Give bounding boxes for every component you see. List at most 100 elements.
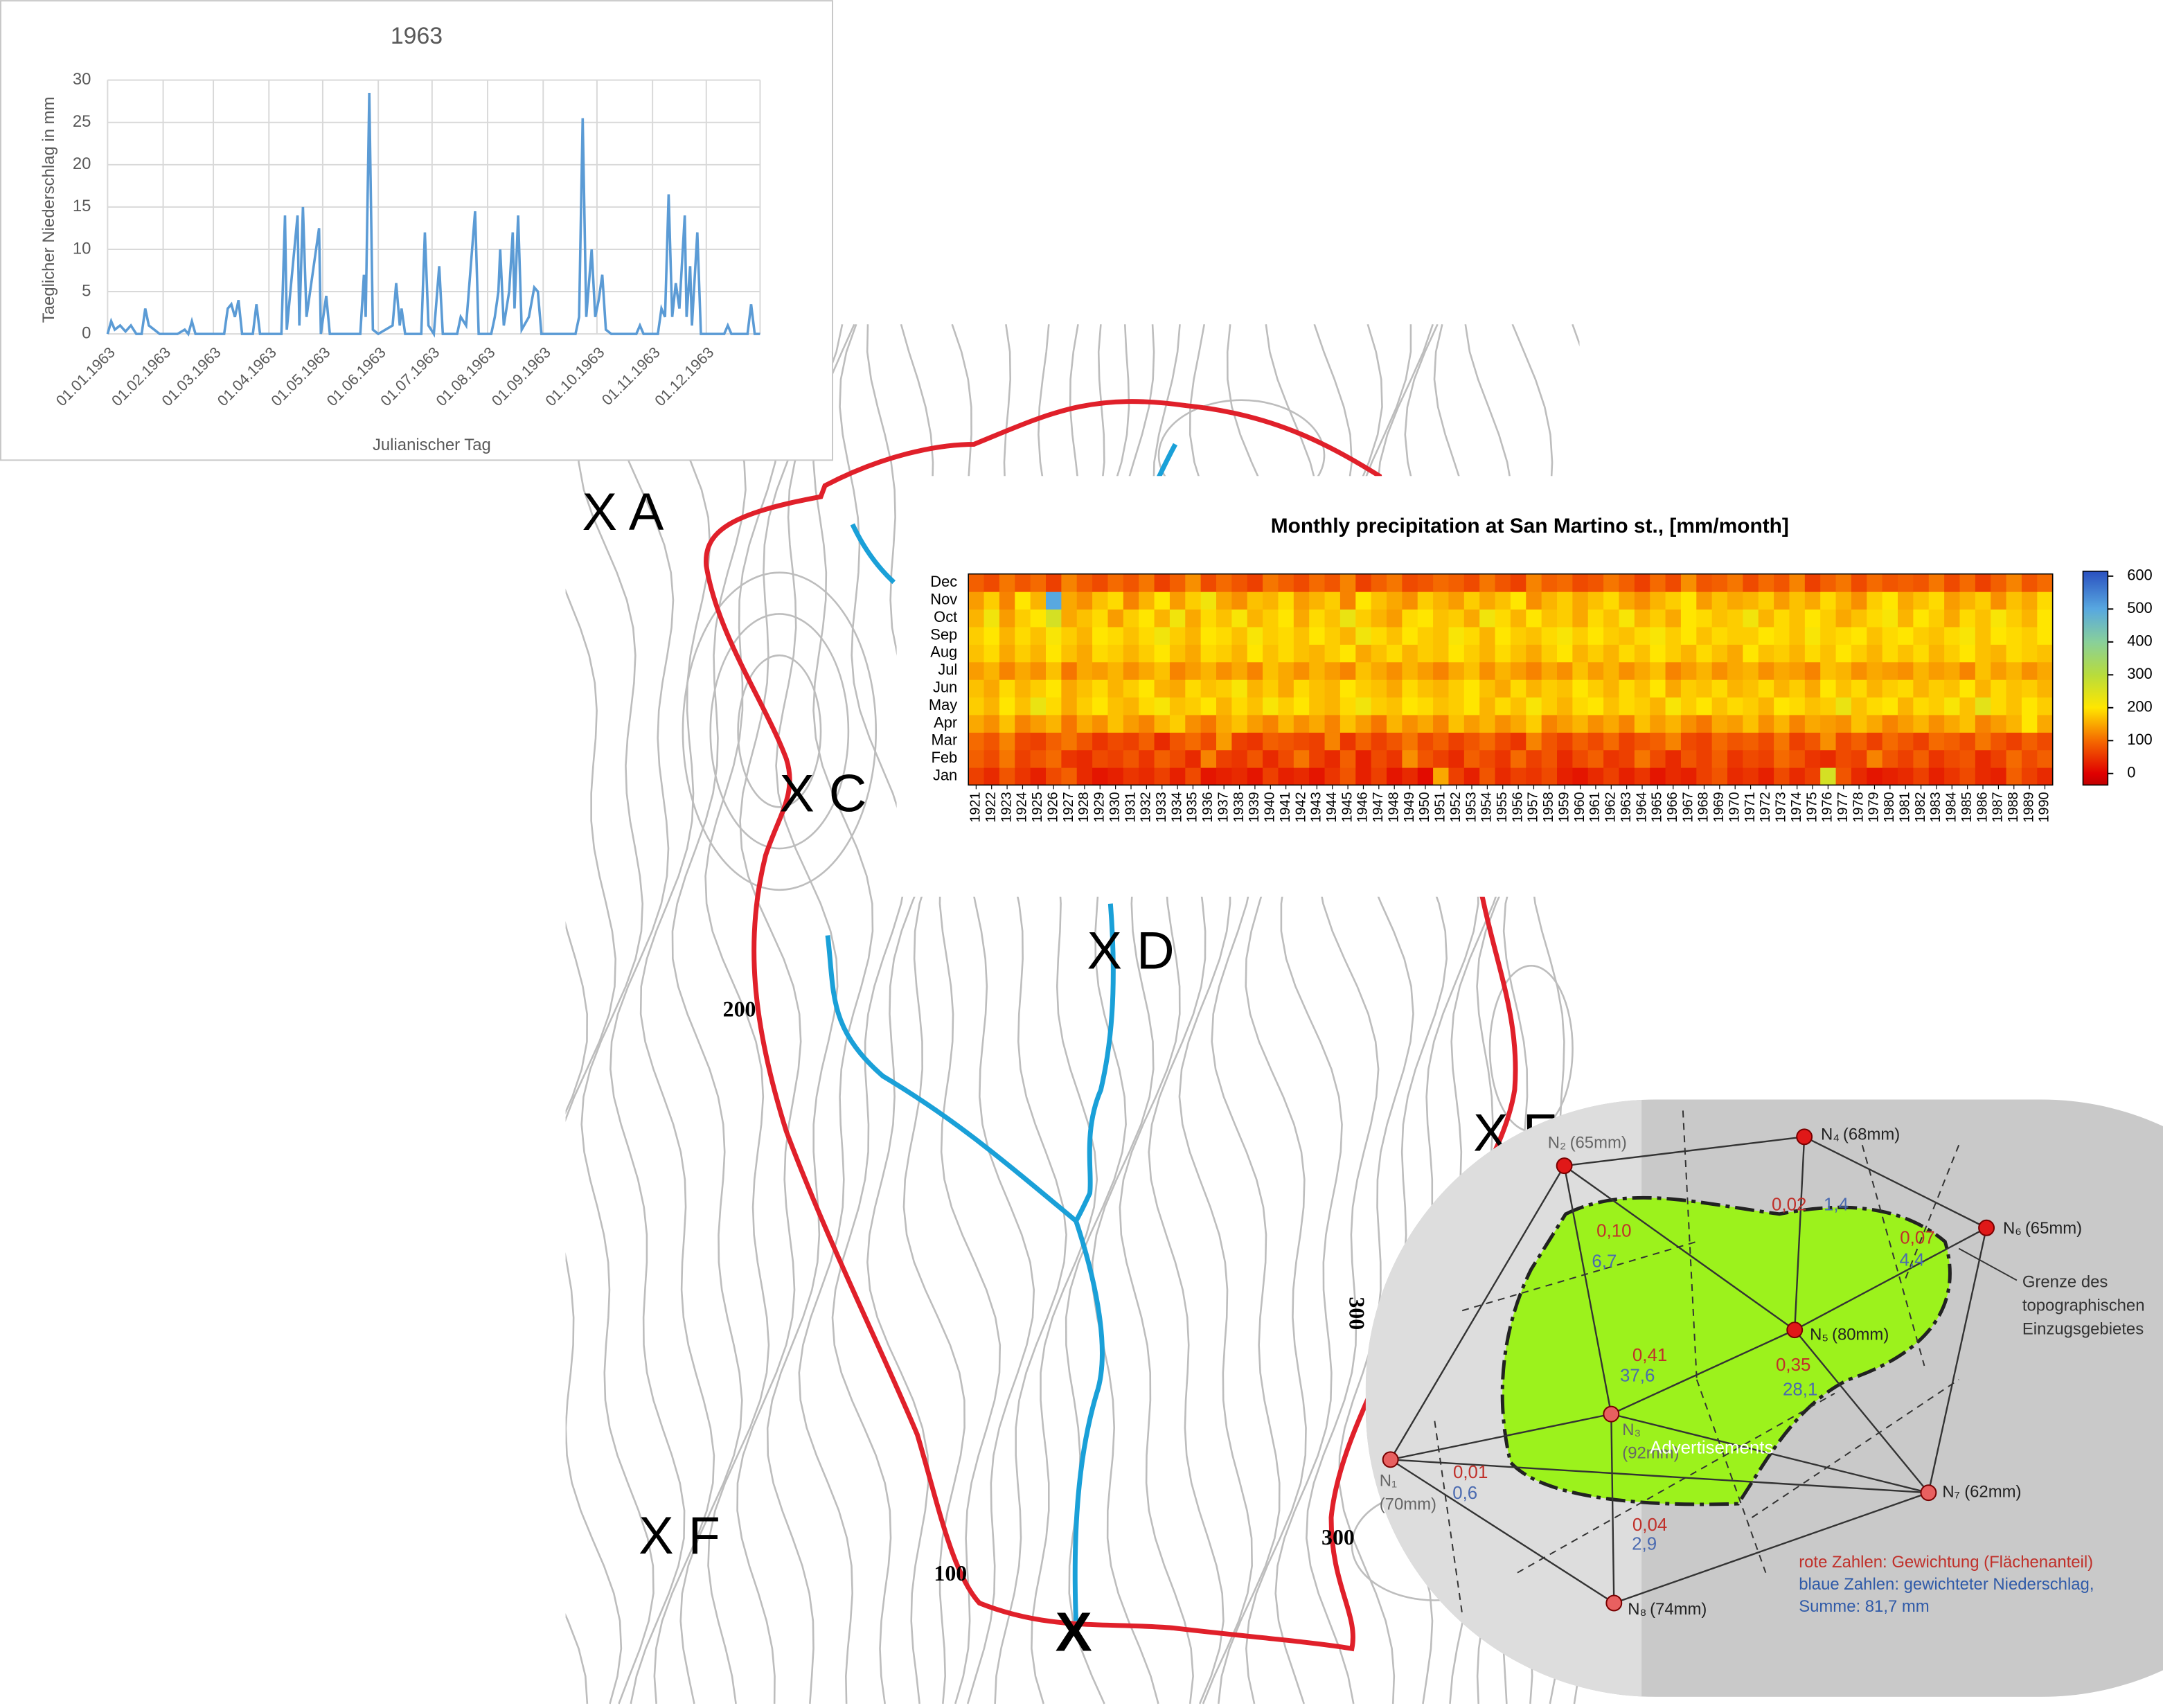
heatmap-cell (1076, 591, 1093, 610)
heatmap-cell (1355, 591, 1372, 610)
x-tick-label: 1944 (1324, 792, 1339, 822)
heatmap-cell (1572, 626, 1589, 645)
heatmap-cell (2006, 591, 2022, 610)
heatmap-cell (1387, 749, 1403, 768)
heatmap-cell (1324, 609, 1341, 628)
heatmap-cell (2021, 679, 2038, 698)
heatmap-cell (1169, 609, 1186, 628)
heatmap-cell (1758, 626, 1774, 645)
heatmap-cell (1557, 697, 1573, 715)
x-tick-label: 1933 (1154, 792, 1169, 822)
heatmap-cell (1371, 732, 1387, 751)
heatmap-cell (1975, 591, 1991, 610)
heatmap-cell (1185, 644, 1202, 663)
heatmap-cell (1107, 679, 1124, 698)
heatmap-cell (1061, 749, 1078, 768)
heatmap-cell (1046, 644, 1062, 663)
heatmap-cell (1463, 661, 1480, 680)
heatmap-cell (1696, 749, 1713, 768)
stream (850, 523, 896, 585)
heatmap-cell (1061, 714, 1078, 733)
heatmap-cell (1928, 573, 1945, 592)
heatmap-cell (1991, 679, 2007, 698)
station (1556, 1157, 1573, 1175)
heatmap-cell (1293, 644, 1310, 663)
heatmap-cell (1541, 749, 1558, 768)
y-tick-label: 15 (73, 197, 91, 215)
heatmap-cell (2037, 679, 2054, 698)
heatmap-cell (1123, 767, 1139, 786)
heatmap-cell (999, 697, 1015, 715)
bisector (1434, 1421, 1463, 1614)
heatmap-cell (1433, 767, 1450, 786)
heatmap-cell (1169, 573, 1186, 592)
heatmap-cell (1015, 767, 1031, 786)
heatmap-cell (1572, 591, 1589, 610)
heatmap-cell (1898, 644, 1914, 663)
heatmap-cell (983, 609, 1000, 628)
weight-label: 0,07 (1900, 1229, 1934, 1248)
heatmap-cell (1139, 644, 1155, 663)
heatmap-cell (1402, 591, 1418, 610)
heatmap-cell (1247, 749, 1263, 768)
heatmap-cell (1076, 732, 1093, 751)
heatmap-cell (1557, 591, 1573, 610)
connection (1563, 1165, 1795, 1331)
precip-label: 0,6 (1452, 1484, 1477, 1503)
heatmap-cell (1371, 591, 1387, 610)
heatmap-cell (1371, 767, 1387, 786)
heatmap-cell (1572, 661, 1589, 680)
heatmap-cell (1123, 732, 1139, 751)
heatmap-cell (1835, 609, 1852, 628)
heatmap-cell (1526, 609, 1542, 628)
heatmap-cell (1092, 609, 1109, 628)
heatmap-cell (2037, 609, 2054, 628)
heatmap-cell (1123, 697, 1139, 715)
heatmap-cell (1696, 714, 1713, 733)
heatmap-cell (1030, 661, 1047, 680)
heatmap-cell (1898, 573, 1914, 592)
heatmap-cell (1231, 732, 1248, 751)
heatmap-cell (1355, 732, 1372, 751)
heatmap-cell (1185, 697, 1202, 715)
heatmap-cell (1309, 644, 1326, 663)
precip-label: 37,6 (1620, 1367, 1655, 1386)
polygon-network (1382, 1110, 1995, 1614)
heatmap-cell (983, 573, 1000, 592)
heatmap-cell (1804, 714, 1821, 733)
heatmap-cell (1634, 749, 1650, 768)
overlay-text: Advertisements (1650, 1438, 1773, 1457)
x-tick-label: 1957 (1526, 792, 1541, 822)
heatmap-cell (999, 644, 1015, 663)
heatmap-cell (2021, 573, 2038, 592)
x-tick-label: 1976 (1820, 792, 1835, 822)
heatmap-cell (1433, 609, 1450, 628)
heatmap-cell (1061, 591, 1078, 610)
heatmap-cell (1263, 767, 1279, 786)
contour-line (565, 324, 589, 1704)
heatmap-cell (1820, 732, 1837, 751)
x-tick-label: 1968 (1696, 792, 1711, 822)
precip-label: 28,1 (1783, 1380, 1817, 1400)
heatmap-cell (1680, 626, 1697, 645)
x-tick-label: 1950 (1417, 792, 1432, 822)
heatmap-cell (1898, 714, 1914, 733)
heatmap-cell (1727, 661, 1743, 680)
heatmap-cell (1139, 626, 1155, 645)
heatmap-cell (1154, 609, 1170, 628)
heatmap-cell (1650, 644, 1666, 663)
x-tick-label: 1949 (1402, 792, 1417, 822)
heatmap-cell (1293, 714, 1310, 733)
station-name: N₅ (1810, 1325, 1828, 1344)
heatmap-cell (1154, 767, 1170, 786)
weight-label: 0,10 (1596, 1222, 1631, 1241)
heatmap-cell (1076, 714, 1093, 733)
heatmap-cell (1541, 591, 1558, 610)
heatmap-cell (1479, 573, 1496, 592)
x-tick-label: 1982 (1913, 792, 1928, 822)
heatmap-cell (2021, 591, 2038, 610)
heatmap-cell (1309, 732, 1326, 751)
heatmap-cell (1665, 661, 1682, 680)
heatmap-cell (968, 732, 985, 751)
